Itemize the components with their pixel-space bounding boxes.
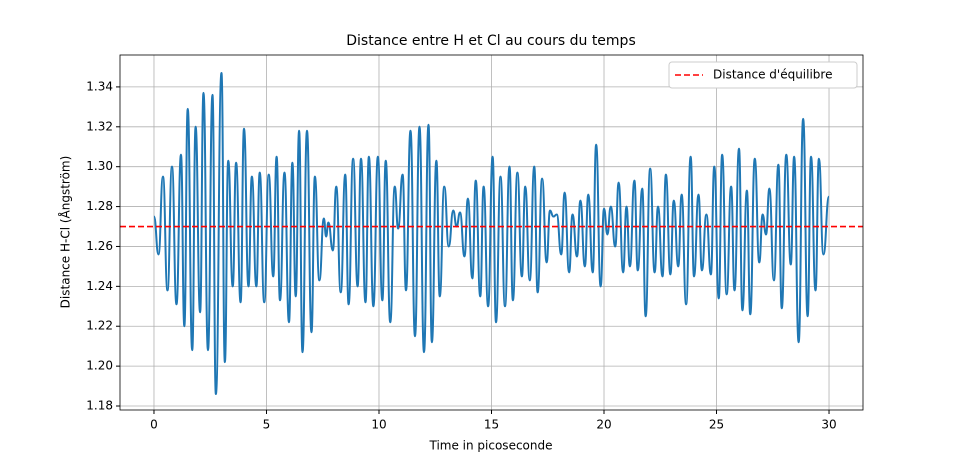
- y-tick-label: 1.26: [86, 239, 113, 253]
- x-tick-label: 25: [709, 418, 724, 432]
- legend-box: [668, 61, 858, 89]
- x-tick-label: 30: [821, 418, 836, 432]
- y-axis-label: Distance H-Cl (Ångström): [58, 156, 73, 309]
- y-tick-label: 1.30: [86, 159, 113, 173]
- line-series: [152, 71, 831, 396]
- x-tick-label: 15: [484, 418, 499, 432]
- y-tick-label: 1.32: [86, 119, 113, 133]
- chart-title: Distance entre H et Cl au cours du temps: [346, 33, 635, 49]
- x-tick-label: 10: [371, 418, 386, 432]
- legend-label: Distance d'équilibre: [713, 68, 832, 82]
- y-tick-label: 1.34: [86, 79, 113, 93]
- x-tick-label: 5: [263, 418, 271, 432]
- y-tick-label: 1.18: [86, 399, 113, 413]
- x-axis-label: Time in picoseconde: [428, 439, 552, 453]
- y-tick-label: 1.20: [86, 359, 113, 373]
- plot-frame: [119, 54, 864, 411]
- y-tick-label: 1.28: [86, 199, 113, 213]
- y-tick-label: 1.22: [86, 319, 113, 333]
- y-tick-label: 1.24: [86, 279, 113, 293]
- x-tick-label: 0: [150, 418, 158, 432]
- x-tick-label: 20: [596, 418, 611, 432]
